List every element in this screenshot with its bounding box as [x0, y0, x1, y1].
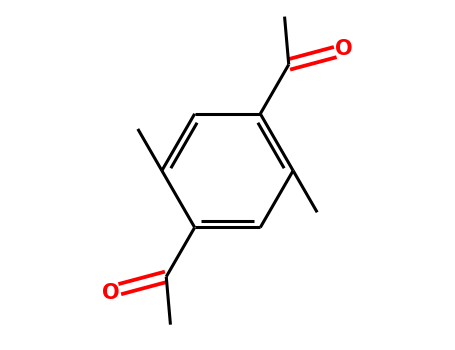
Text: O: O	[335, 38, 353, 58]
Text: O: O	[102, 283, 120, 303]
